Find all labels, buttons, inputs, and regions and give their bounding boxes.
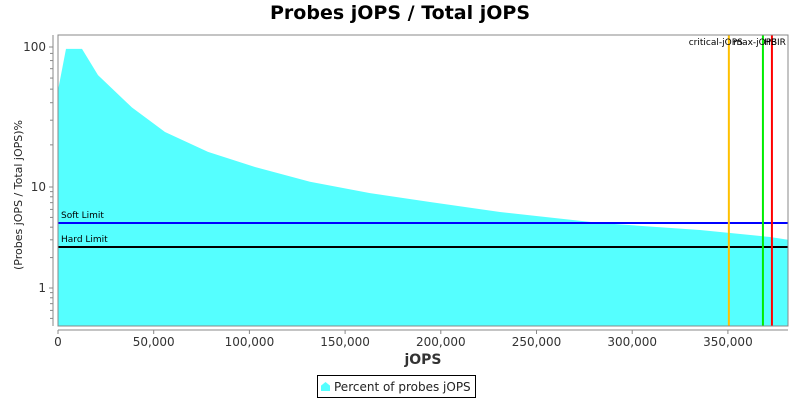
horizontal-limit-lines: Soft Limit Hard Limit (58, 211, 788, 248)
marker-line-label: critical-jOPS (689, 38, 743, 48)
x-tick-label: 150,000 (320, 335, 370, 349)
limit-line-label: Hard Limit (61, 235, 108, 245)
area-fill (58, 48, 788, 327)
legend-swatch-icon (321, 382, 330, 391)
area-series (58, 48, 788, 327)
y-tick-label: 10 (31, 180, 46, 194)
legend: Percent of probes jOPS (317, 375, 476, 398)
legend-item-label: Percent of probes jOPS (334, 379, 471, 394)
x-tick-label: 50,000 (133, 335, 175, 349)
x-tick-label: 250,000 (512, 335, 562, 349)
y-tick-label: 100 (23, 40, 46, 54)
x-axis-label: jOPS (403, 352, 441, 368)
marker-line-label: max-jOPS (733, 38, 777, 48)
x-tick-label: 350,000 (703, 335, 753, 349)
x-tick-label: 300,000 (607, 335, 657, 349)
plot-border (57, 34, 789, 327)
x-axis: 0 50,000 100,000 150,000 200,000 250,000 300,0… (54, 329, 788, 349)
chart-title: Probes jOPS / Total jOPS (270, 2, 530, 24)
y-axis-label: (Probes jOPS / Total jOPS)% (12, 120, 25, 270)
marker-line-label: HBIR (764, 38, 786, 48)
x-tick-label: 100,000 (225, 335, 275, 349)
y-axis: 1 10 100 (23, 35, 54, 326)
x-tick-label: 200,000 (416, 335, 466, 349)
x-tick-label: 0 (54, 335, 62, 349)
y-tick-label: 1 (38, 281, 46, 295)
limit-line-label: Soft Limit (61, 211, 104, 221)
